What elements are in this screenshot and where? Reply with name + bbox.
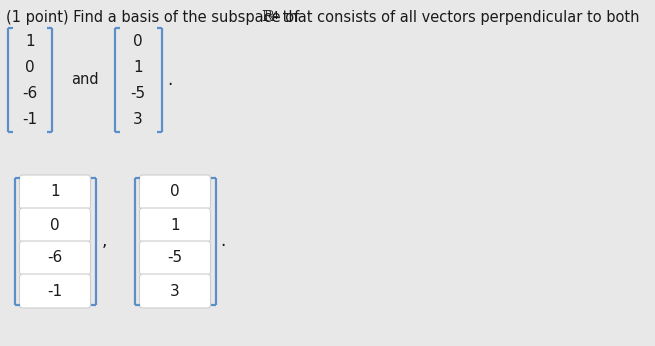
Text: 0: 0: [170, 184, 180, 200]
FancyBboxPatch shape: [140, 274, 210, 308]
Text: ,: ,: [102, 233, 107, 251]
FancyBboxPatch shape: [140, 208, 210, 242]
FancyBboxPatch shape: [140, 175, 210, 209]
Text: 3: 3: [170, 283, 180, 299]
Text: 0: 0: [50, 218, 60, 233]
Text: -6: -6: [47, 251, 63, 265]
Text: .: .: [221, 233, 226, 251]
Text: -5: -5: [168, 251, 183, 265]
Text: ℝ: ℝ: [261, 10, 274, 24]
Text: .: .: [167, 71, 172, 89]
Text: 0: 0: [25, 60, 35, 74]
Text: -5: -5: [130, 85, 145, 100]
FancyBboxPatch shape: [20, 175, 90, 209]
Text: -1: -1: [22, 111, 37, 127]
Text: 0: 0: [133, 34, 143, 48]
Text: -6: -6: [22, 85, 37, 100]
FancyBboxPatch shape: [20, 274, 90, 308]
Text: 1: 1: [50, 184, 60, 200]
FancyBboxPatch shape: [140, 241, 210, 275]
Text: and: and: [71, 73, 99, 88]
Text: 1: 1: [25, 34, 35, 48]
Text: 3: 3: [133, 111, 143, 127]
FancyBboxPatch shape: [20, 208, 90, 242]
Text: (1 point) Find a basis of the subspace of: (1 point) Find a basis of the subspace o…: [6, 10, 304, 25]
FancyBboxPatch shape: [20, 241, 90, 275]
Text: 1: 1: [170, 218, 180, 233]
Text: 1: 1: [133, 60, 143, 74]
Text: 4: 4: [271, 11, 278, 21]
Text: that consists of all vectors perpendicular to both: that consists of all vectors perpendicul…: [278, 10, 640, 25]
Text: -1: -1: [47, 283, 63, 299]
